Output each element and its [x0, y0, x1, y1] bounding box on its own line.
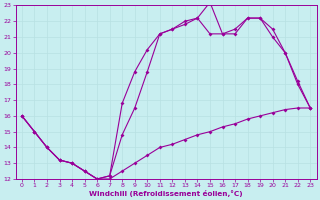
X-axis label: Windchill (Refroidissement éolien,°C): Windchill (Refroidissement éolien,°C): [89, 190, 243, 197]
